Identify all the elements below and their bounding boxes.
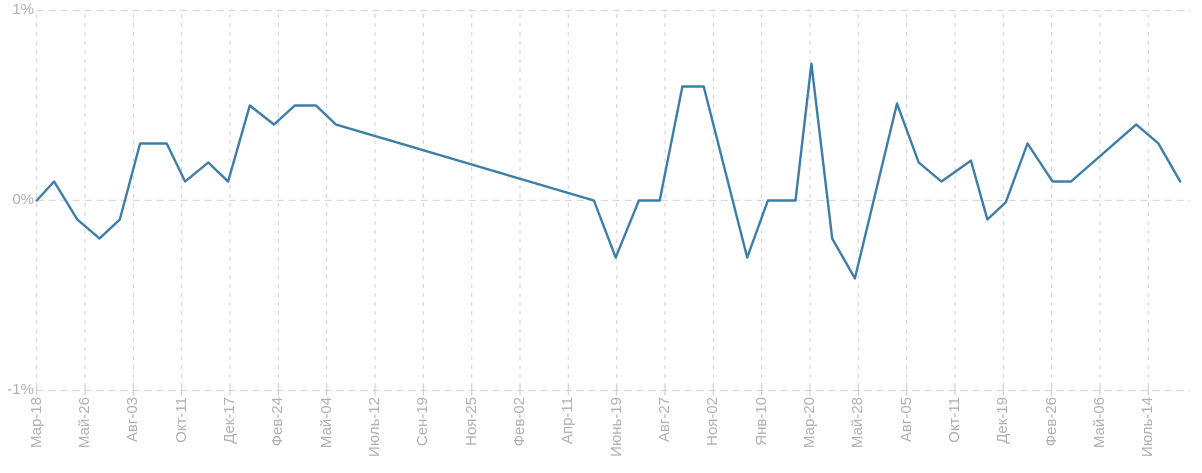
x-axis-label: Авг-05 xyxy=(897,397,915,443)
x-axis-label: Окт-11 xyxy=(172,397,190,443)
x-axis-label: Май-28 xyxy=(849,397,867,449)
x-axis-label: Фев-24 xyxy=(269,397,287,447)
x-axis-label: Авг-27 xyxy=(655,397,673,443)
x-axis-label: Окт-11 xyxy=(945,397,963,443)
x-axis-label: Янв-10 xyxy=(752,397,770,446)
y-axis-label: 1% xyxy=(12,1,34,18)
x-axis-label: Ноя-25 xyxy=(462,397,480,446)
x-axis-label: Фев-26 xyxy=(1042,397,1060,447)
x-axis-label: Июнь-19 xyxy=(607,397,625,457)
x-axis-label: Мар-20 xyxy=(800,397,818,449)
x-axis-label: Июль-12 xyxy=(366,397,383,457)
y-axis-label: -1% xyxy=(7,381,34,398)
x-axis-label: Авг-03 xyxy=(124,397,142,443)
x-axis-label: Фев-02 xyxy=(511,397,528,447)
x-axis-label: Апр-11 xyxy=(559,397,577,445)
x-axis-label: Май-26 xyxy=(76,397,94,449)
y-axis-label: 0% xyxy=(12,191,34,208)
x-axis-label: Дек-17 xyxy=(221,397,239,444)
x-axis-label: Сен-19 xyxy=(414,397,432,447)
x-axis-label: Май-04 xyxy=(317,397,335,449)
x-axis-label: Июль-14 xyxy=(1139,397,1157,457)
x-axis-label: Дек-19 xyxy=(994,397,1012,444)
series-line[interactable] xyxy=(35,62,1182,280)
x-axis-label: Мар-18 xyxy=(27,397,45,449)
x-axis-label: Май-06 xyxy=(1090,397,1108,449)
x-axis-label: Ноя-02 xyxy=(704,397,722,446)
